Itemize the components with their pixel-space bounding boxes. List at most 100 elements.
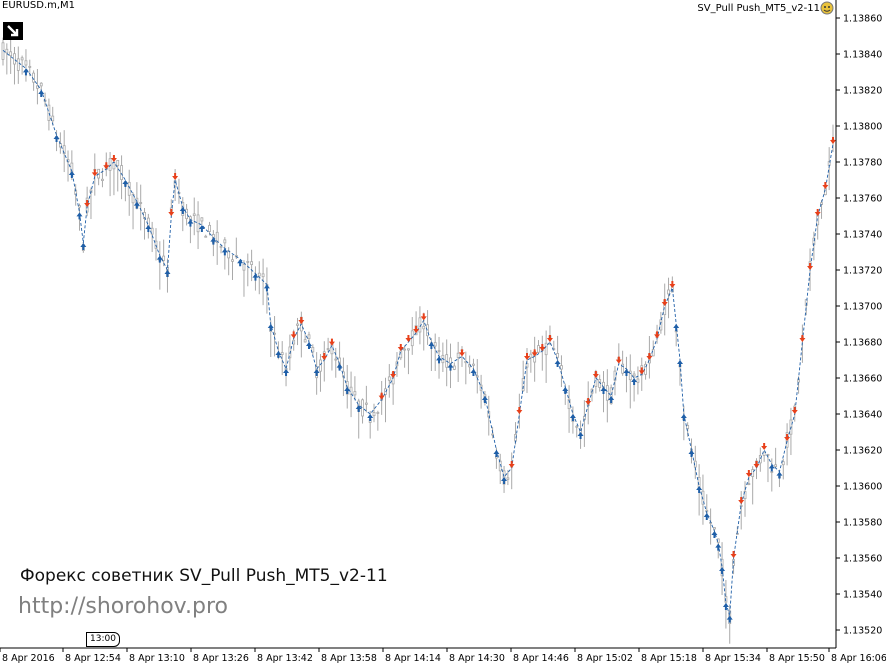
candle-body [303, 339, 307, 343]
candle-body [334, 358, 338, 361]
buy-arrow-icon [263, 284, 270, 292]
buy-arrow-icon [68, 171, 75, 178]
buy-arrow-icon [76, 212, 83, 220]
candle-body [437, 350, 441, 353]
sell-arrow-icon [290, 331, 297, 339]
buy-arrow-icon [600, 387, 607, 394]
candle-body [223, 239, 227, 244]
sell-arrow-icon [405, 335, 412, 342]
candle-body [632, 373, 636, 377]
candle-body [781, 461, 785, 466]
sell-arrow-icon [638, 367, 645, 375]
sell-arrow-icon [298, 317, 305, 324]
arrow-down-right-icon[interactable] [3, 22, 23, 40]
candle-body [208, 224, 211, 232]
y-tick-label: 1.13760 [843, 194, 882, 205]
buy-arrow-icon [187, 219, 194, 227]
candle-body [116, 160, 120, 166]
candle-body [204, 235, 208, 238]
candle-body [326, 348, 330, 350]
sell-arrow-icon [110, 155, 117, 162]
signal-line-layer [2, 50, 834, 616]
candle-body [525, 363, 529, 368]
buy-arrow-icon [22, 68, 29, 76]
x-tick-label: 8 Apr 13:42 [257, 653, 313, 664]
sell-arrow-icon [784, 434, 791, 441]
y-tick-label: 1.13700 [843, 302, 882, 313]
candle-body [307, 334, 311, 339]
candle-body [758, 454, 762, 464]
x-tick-label: 8 Apr 14:30 [449, 653, 505, 664]
sell-arrow-icon [172, 173, 179, 180]
candle-body [701, 490, 705, 505]
x-tick-label: 8 Apr 2016 [2, 653, 55, 664]
candle-body [774, 464, 778, 467]
buy-arrow-icon [145, 225, 152, 232]
sell-arrow-icon [799, 335, 806, 342]
buy-arrow-icon [776, 471, 783, 479]
candle-body [560, 365, 563, 370]
sell-arrow-icon [738, 497, 745, 504]
sell-arrow-icon [420, 313, 427, 321]
candle-body [762, 451, 766, 456]
buy-arrow-icon [344, 387, 351, 394]
sell-arrow-icon [397, 344, 404, 351]
buy-arrow-icon [481, 396, 488, 403]
x-tick-label: 8 Apr 13:58 [321, 653, 377, 664]
sell-arrow-icon [791, 407, 798, 414]
price-axis: 1.13860 1.13840 1.13820 1.13800 1.13780 1.137… [835, 0, 882, 648]
candle-body [78, 205, 81, 208]
sell-arrow-icon [168, 209, 175, 216]
candle-body [521, 378, 525, 392]
x-tick-label: 8 Apr 13:26 [193, 653, 249, 664]
buy-arrow-icon [210, 237, 217, 245]
buy-arrow-icon [623, 369, 630, 376]
buy-arrow-icon [726, 615, 733, 623]
candle-body [349, 386, 353, 395]
candle-body [139, 202, 143, 204]
candle-body [628, 370, 632, 381]
buy-arrow-icon [719, 567, 726, 574]
sell-arrow-icon [321, 353, 328, 360]
candle-body [567, 398, 571, 410]
buy-arrow-icon [696, 486, 703, 493]
buy-arrow-icon [38, 90, 45, 97]
candle-body [246, 261, 250, 263]
buy-arrow-icon [313, 369, 320, 376]
x-tick-label: 8 Apr 15:02 [577, 653, 633, 664]
sell-arrow-icon [103, 162, 110, 170]
candle-body [651, 349, 655, 357]
buy-arrow-icon [267, 324, 274, 331]
buy-arrow-icon [715, 543, 722, 551]
signal-line [2, 50, 834, 616]
candle-body [185, 208, 188, 220]
time-marker[interactable]: 13:00 [86, 632, 120, 647]
x-tick-label: 8 Apr 15:34 [705, 653, 761, 664]
y-tick-label: 1.13620 [843, 446, 882, 457]
buy-arrow-icon [577, 432, 584, 439]
sell-arrow-icon [592, 371, 599, 378]
sell-arrow-icon [661, 299, 668, 306]
x-tick-label: 8 Apr 14:14 [385, 653, 441, 664]
candle-body [150, 227, 154, 235]
symbol-label: EURUSD.m,M1 [2, 0, 76, 11]
y-tick-label: 1.13520 [843, 626, 882, 637]
sell-arrow-icon [531, 349, 538, 357]
y-tick-label: 1.13860 [843, 14, 882, 25]
candle-body [751, 469, 755, 477]
candle-body [131, 194, 135, 204]
candles-layer [1, 37, 835, 644]
candle-body [556, 353, 560, 358]
candle-body [743, 491, 747, 499]
expert-smiley-icon[interactable] [820, 1, 834, 15]
candle-body [433, 342, 437, 347]
candle-body [62, 145, 66, 155]
buy-arrow-icon [569, 414, 576, 421]
candle-body [621, 363, 625, 374]
candle-body [47, 104, 51, 121]
buy-arrow-icon [501, 477, 508, 484]
candle-body [472, 363, 475, 366]
candle-body [101, 178, 104, 181]
candle-body [231, 259, 234, 262]
